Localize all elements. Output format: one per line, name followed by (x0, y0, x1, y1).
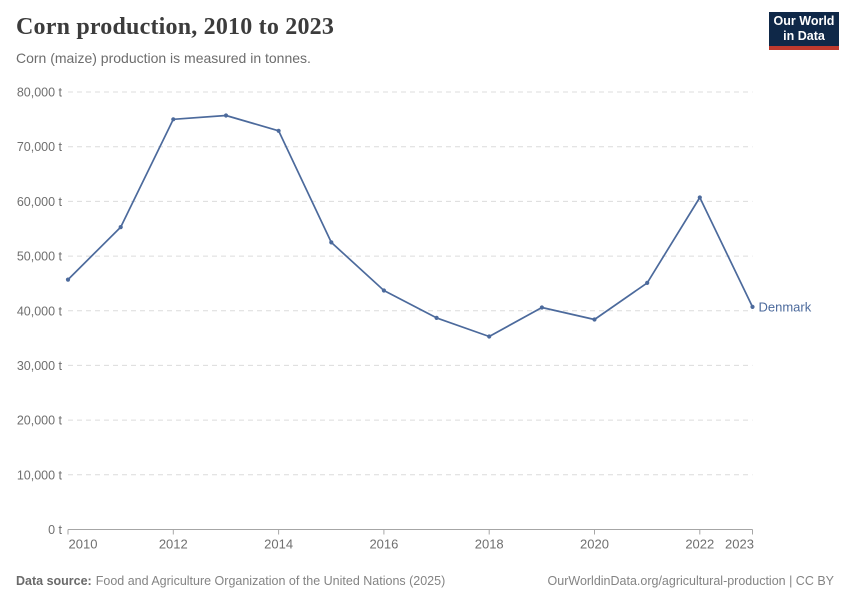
data-point-2014[interactable] (276, 128, 281, 133)
data-point-2011[interactable] (118, 225, 123, 230)
data-point-2023[interactable] (750, 304, 755, 309)
data-point-2017[interactable] (434, 315, 439, 320)
x-tick-label: 2014 (264, 537, 293, 552)
footer-source: Data source: Food and Agriculture Organiz… (16, 574, 445, 588)
data-point-2021[interactable] (645, 280, 650, 285)
series-label-denmark[interactable]: Denmark (759, 299, 812, 314)
chart-header: Corn production, 2010 to 2023 Corn (maiz… (16, 14, 334, 66)
y-tick-label: 80,000 t (17, 86, 63, 100)
page-title: Corn production, 2010 to 2023 (16, 14, 335, 40)
data-point-2015[interactable] (329, 240, 334, 245)
x-tick-label: 2018 (475, 537, 504, 552)
logo-line2: in Data (783, 29, 825, 43)
x-tick-label: 2022 (685, 537, 714, 552)
data-line[interactable] (67, 114, 754, 338)
footer-attribution: OurWorldinData.org/agricultural-producti… (547, 574, 834, 588)
data-point-2016[interactable] (381, 288, 386, 293)
data-point-2012[interactable] (171, 117, 176, 122)
x-tick-label: 2020 (580, 537, 609, 552)
x-tick-label: 2010 (69, 537, 98, 552)
x-tick-label: 2012 (159, 537, 188, 552)
chart-footer: Data source: Food and Agriculture Organiz… (16, 574, 834, 588)
y-tick-label: 50,000 t (17, 250, 63, 264)
y-tick-label: 60,000 t (17, 195, 63, 209)
data-point-2010[interactable] (65, 277, 71, 282)
x-tick-label: 2016 (369, 537, 398, 552)
data-point-2019[interactable] (539, 305, 545, 310)
y-tick-label: 40,000 t (17, 304, 63, 318)
x-tick-label: 2023 (725, 537, 754, 552)
data-point-2013[interactable] (223, 113, 229, 118)
source-label: Data source: (16, 574, 92, 588)
source-text: Food and Agriculture Organization of the… (95, 574, 446, 588)
data-point-2018[interactable] (487, 334, 492, 339)
y-tick-label: 10,000 t (17, 468, 63, 482)
logo-line1: Our World (773, 14, 835, 28)
y-tick-label: 0 t (48, 523, 62, 537)
owid-logo: Our World in Data (769, 12, 839, 50)
y-tick-label: 20,000 t (17, 414, 63, 428)
page-subtitle: Corn (maize) production is measured in t… (16, 50, 311, 66)
y-tick-label: 30,000 t (17, 359, 63, 373)
y-tick-label: 70,000 t (17, 140, 63, 154)
data-point-2022[interactable] (697, 195, 702, 200)
data-point-2020[interactable] (592, 317, 597, 322)
